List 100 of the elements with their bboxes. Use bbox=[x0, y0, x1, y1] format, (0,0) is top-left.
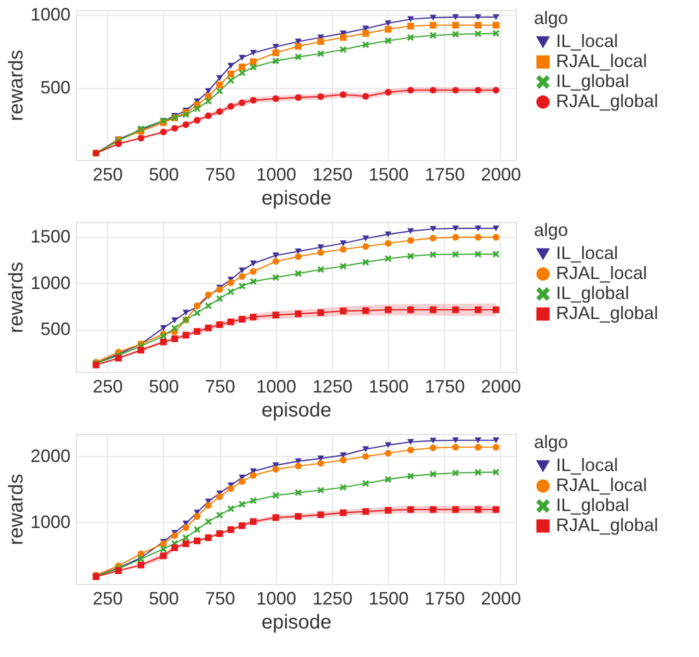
point bbox=[492, 14, 500, 20]
legend-label: RJAL_local bbox=[556, 263, 648, 283]
legend-label: IL_local bbox=[556, 455, 618, 475]
point bbox=[272, 95, 280, 102]
point bbox=[362, 92, 370, 100]
point bbox=[384, 231, 392, 238]
point bbox=[216, 108, 223, 116]
point bbox=[492, 225, 500, 232]
point bbox=[452, 506, 459, 513]
point bbox=[294, 248, 302, 254]
point bbox=[317, 244, 324, 250]
point bbox=[272, 49, 280, 56]
point bbox=[194, 526, 200, 533]
point bbox=[216, 88, 223, 94]
point bbox=[384, 20, 392, 26]
point bbox=[250, 497, 257, 504]
legend-label: IL_local bbox=[556, 31, 618, 51]
x-tick-label: 750 bbox=[205, 588, 236, 608]
point bbox=[384, 450, 392, 457]
legend-label: IL_local bbox=[556, 243, 618, 263]
point bbox=[182, 121, 190, 128]
point bbox=[474, 506, 482, 513]
x-tick-label: 1000 bbox=[256, 376, 296, 396]
point bbox=[250, 268, 257, 275]
point bbox=[407, 228, 414, 234]
y-tick-label: 500 bbox=[40, 78, 70, 98]
point bbox=[294, 462, 302, 470]
point bbox=[430, 86, 436, 94]
point bbox=[492, 306, 500, 314]
point bbox=[407, 237, 414, 244]
legend-title: algo bbox=[534, 220, 568, 240]
point bbox=[138, 134, 144, 142]
point bbox=[238, 273, 246, 280]
point bbox=[216, 512, 223, 518]
point bbox=[474, 225, 482, 232]
x-tick-label: 250 bbox=[92, 376, 123, 396]
point bbox=[227, 318, 234, 326]
x-tick-label: 1750 bbox=[424, 588, 465, 608]
point bbox=[194, 328, 200, 335]
x-tick-label: 500 bbox=[148, 164, 179, 184]
point bbox=[250, 472, 257, 479]
x-tick-label: 1250 bbox=[312, 588, 352, 608]
point bbox=[430, 306, 436, 314]
point bbox=[138, 346, 144, 354]
point bbox=[238, 99, 246, 106]
x-tick-label: 1000 bbox=[256, 164, 296, 184]
y-tick-label: 1000 bbox=[30, 512, 70, 532]
point bbox=[182, 310, 190, 316]
point bbox=[250, 278, 257, 285]
point bbox=[492, 30, 500, 37]
point bbox=[115, 354, 122, 362]
point bbox=[182, 524, 190, 531]
point bbox=[171, 335, 178, 342]
point bbox=[452, 444, 459, 451]
point bbox=[216, 530, 223, 537]
point bbox=[205, 302, 212, 310]
x-tick-label: 500 bbox=[148, 376, 179, 396]
point bbox=[227, 288, 234, 296]
point bbox=[340, 308, 347, 314]
legend-label: RJAL_global bbox=[556, 515, 658, 535]
point bbox=[407, 22, 414, 30]
x-tick-label: 750 bbox=[205, 376, 236, 396]
point bbox=[362, 258, 370, 266]
legend-label: RJAL_global bbox=[556, 303, 658, 323]
point bbox=[430, 438, 436, 444]
point bbox=[160, 128, 167, 136]
point bbox=[171, 317, 178, 324]
point bbox=[362, 453, 370, 460]
point bbox=[205, 534, 212, 542]
point bbox=[205, 88, 212, 94]
point bbox=[317, 309, 324, 316]
point bbox=[216, 75, 223, 81]
point bbox=[407, 86, 414, 94]
x-axis-title: episode bbox=[261, 612, 332, 634]
point bbox=[407, 439, 414, 445]
point bbox=[452, 250, 459, 258]
point bbox=[194, 538, 200, 544]
point bbox=[317, 266, 324, 273]
point bbox=[227, 70, 234, 78]
point bbox=[362, 41, 370, 48]
point bbox=[205, 502, 212, 509]
point bbox=[115, 140, 122, 148]
point bbox=[171, 532, 178, 539]
point bbox=[160, 546, 167, 552]
point bbox=[452, 22, 459, 29]
point bbox=[452, 86, 459, 94]
x-tick-label: 250 bbox=[92, 588, 123, 608]
point bbox=[452, 306, 459, 314]
y-axis-title: rewards bbox=[5, 262, 28, 334]
point bbox=[194, 310, 200, 316]
point bbox=[362, 30, 370, 37]
point bbox=[492, 250, 500, 258]
point bbox=[272, 274, 280, 281]
point bbox=[474, 306, 482, 314]
legend-label: IL_global bbox=[556, 495, 630, 515]
point bbox=[250, 314, 257, 320]
point bbox=[362, 26, 370, 32]
legend-label: IL_global bbox=[556, 71, 630, 91]
point bbox=[194, 513, 200, 520]
x-tick-label: 1750 bbox=[424, 164, 465, 184]
